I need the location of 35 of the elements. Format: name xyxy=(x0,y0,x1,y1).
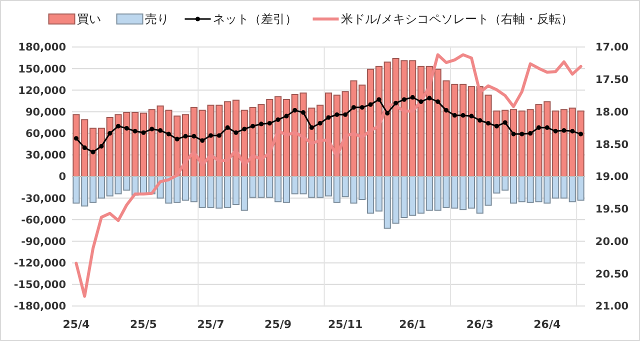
x-tick-label: 26/4 xyxy=(534,318,561,331)
y-tick-label: -30,000 xyxy=(21,192,66,205)
y-tick-label: -90,000 xyxy=(21,236,66,248)
y2-tick-label: 21.00 xyxy=(595,300,629,313)
y-tick-label: 30,000 xyxy=(25,150,66,162)
y2-tick-label: 19.00 xyxy=(595,171,629,184)
x-tick-label: 25/11 xyxy=(328,318,363,331)
y-tick-label: -180,000 xyxy=(14,300,66,313)
y2-tick-label: 19.50 xyxy=(595,204,629,216)
y-tick-label: 60,000 xyxy=(25,128,66,140)
y-tick-label: 90,000 xyxy=(25,106,66,118)
x-tick-label: 25/9 xyxy=(264,318,292,331)
y-tick-label: 120,000 xyxy=(18,84,66,97)
legend-label: 米ドル/メキシコペソレート（右軸・反転） xyxy=(340,12,573,26)
legend-label: ネット（差引） xyxy=(212,12,297,26)
x-tick-label: 26/1 xyxy=(399,318,426,331)
y-tick-label: 180,000 xyxy=(18,42,66,54)
legend-label: 売り xyxy=(144,12,169,26)
y2-tick-label: 20.50 xyxy=(595,268,629,280)
y2-tick-label: 17.00 xyxy=(595,42,629,54)
y2-tick-label: 20.00 xyxy=(595,236,629,248)
y2-tick-label: 17.50 xyxy=(595,74,629,86)
y-tick-label: 0 xyxy=(58,171,66,184)
y-tick-label: -60,000 xyxy=(21,214,66,226)
y2-tick-label: 18.00 xyxy=(595,106,629,118)
line-series xyxy=(74,53,582,298)
y-tick-label: -150,000 xyxy=(14,279,66,292)
y-tick-label: 150,000 xyxy=(18,63,66,76)
x-tick-label: 26/3 xyxy=(466,318,494,331)
x-tick-label: 25/5 xyxy=(130,318,157,331)
legend-label: 買い xyxy=(76,12,101,26)
x-tick-label: 25/7 xyxy=(197,318,224,331)
x-tick-label: 25/4 xyxy=(62,318,90,331)
y-tick-label: -120,000 xyxy=(14,258,66,270)
y2-tick-label: 18.50 xyxy=(595,138,629,151)
